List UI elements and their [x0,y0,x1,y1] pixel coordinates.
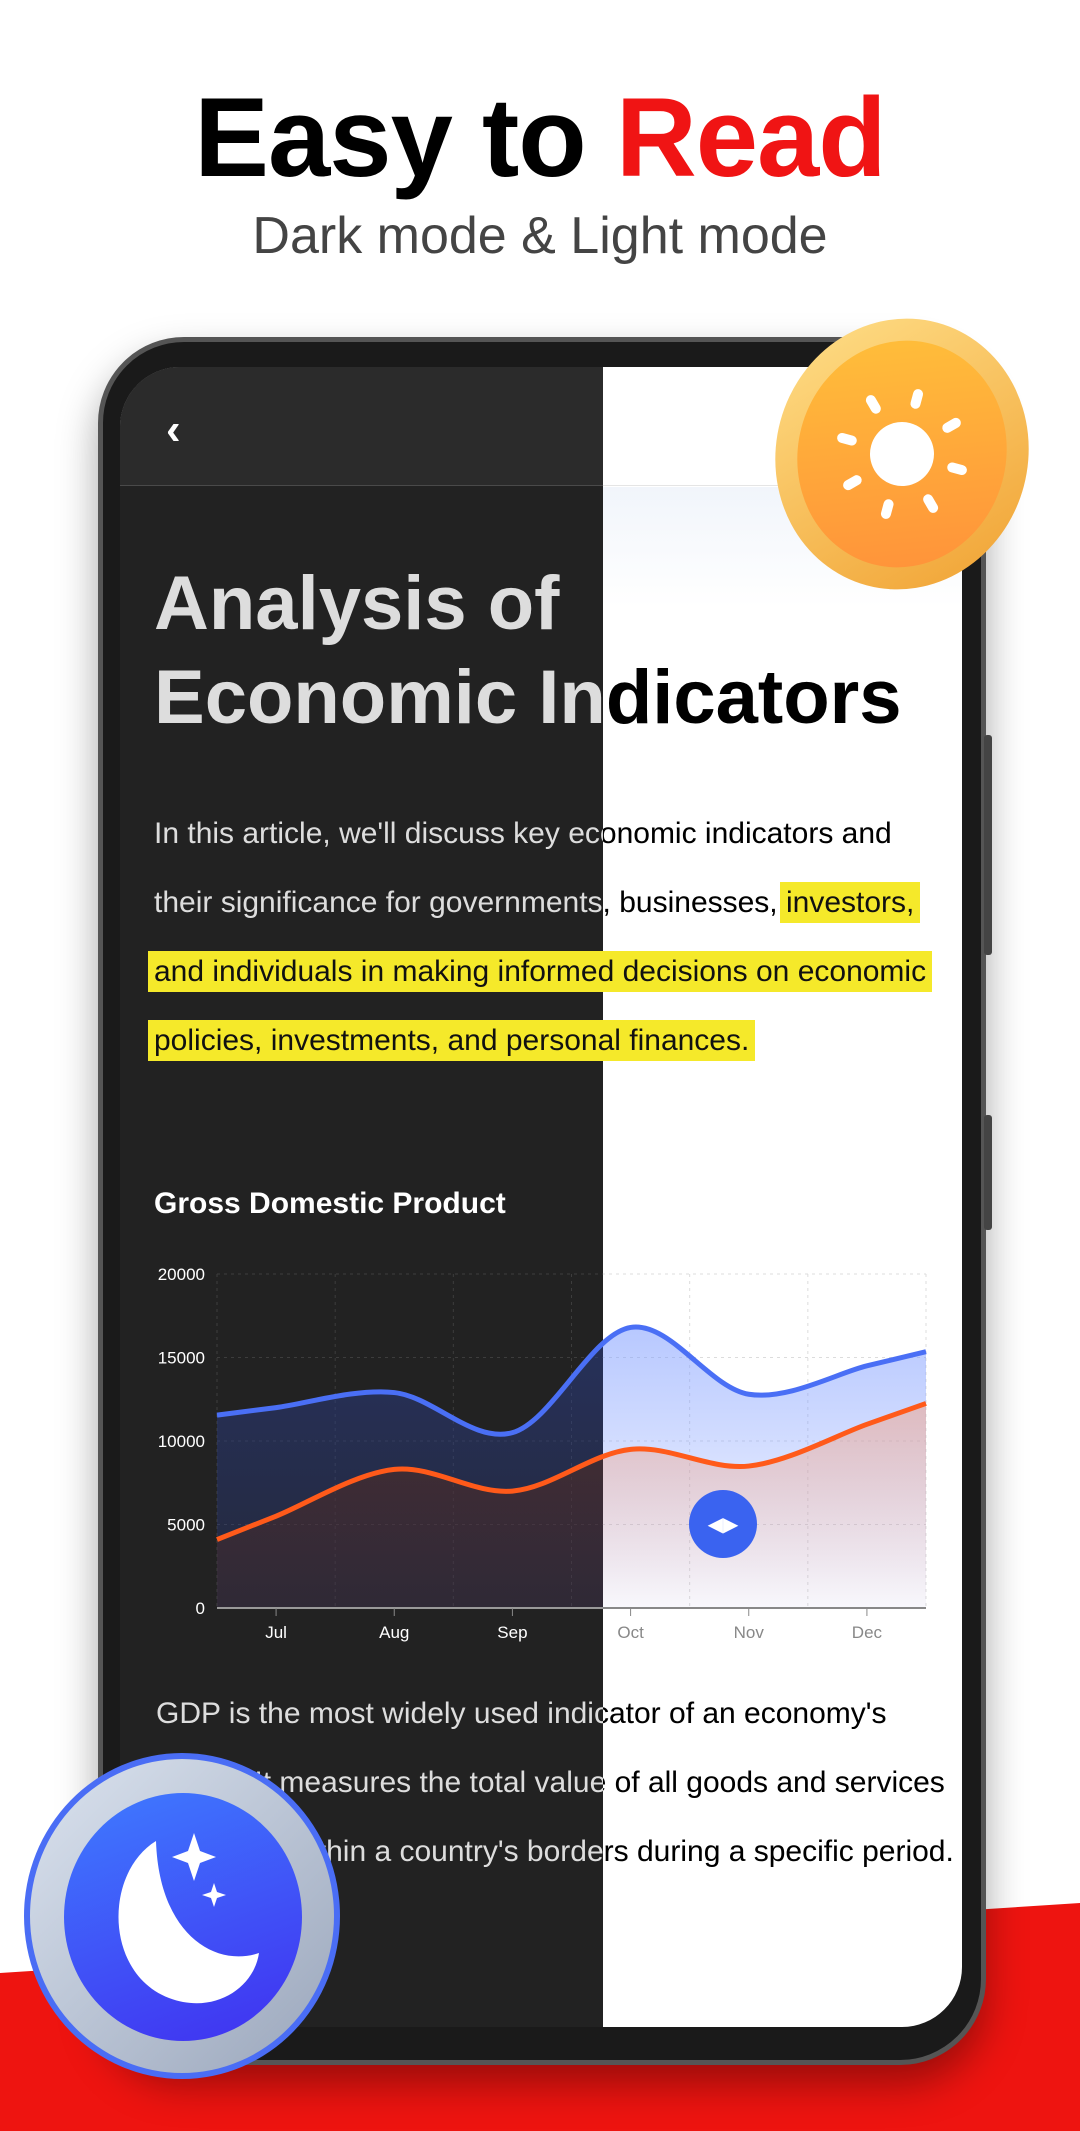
y-tick-label: 20000 [158,1265,205,1284]
series-area [603,1403,926,1608]
x-tick-label: Oct [617,1623,644,1642]
hero-subtitle: Dark mode & Light mode [252,207,828,265]
moon-stars-icon [118,1833,259,2004]
series-line [216,1453,603,1542]
article-title: Analysis of Economic Indicators [154,561,902,740]
hero-title: Easy to Read [194,75,887,200]
series-area [217,1456,603,1608]
phone-side-button [984,735,992,955]
x-tick-label: Nov [734,1623,765,1642]
y-tick-label: 0 [196,1599,205,1618]
article-intro: In this article, we'll discuss key econo… [148,799,954,1075]
x-tick-label: Jul [265,1623,287,1642]
dark-mode-half [120,367,603,2027]
series-line [603,1324,927,1398]
sun-icon [837,389,967,519]
phone-side-button [984,1115,992,1230]
y-tick-label: 5000 [167,1516,205,1535]
hero: Easy to Read Dark mode & Light mode [0,78,1080,266]
top-bar: ‹ [120,367,603,486]
x-tick-label: Dec [852,1623,883,1642]
y-tick-label: 10000 [158,1432,205,1451]
chart-light-marks [603,1273,927,1616]
hero-title-accent: Read [615,75,887,200]
x-tick-label: Aug [379,1623,409,1642]
chart-dark-marks [216,1273,603,1616]
article: Analysis of Economic Indicators In this a… [120,367,962,2027]
split-handle-arrows-icon[interactable]: ◀▶ [689,1490,757,1558]
series-line [603,1401,927,1470]
moon-coin[interactable] [24,1753,340,2079]
y-tick-label: 15000 [158,1349,205,1368]
x-tick-label: Sep [497,1623,527,1642]
sun-coin[interactable] [745,290,1059,618]
chevron-left-icon[interactable]: ‹ [166,405,181,454]
chart-heading: Gross Domestic Product [154,1187,506,1220]
gdp-chart: 0 5000 10000 15000 20000 Jul Aug Sep Oct Nov Dec [158,1265,927,1642]
series-line [216,1339,603,1437]
